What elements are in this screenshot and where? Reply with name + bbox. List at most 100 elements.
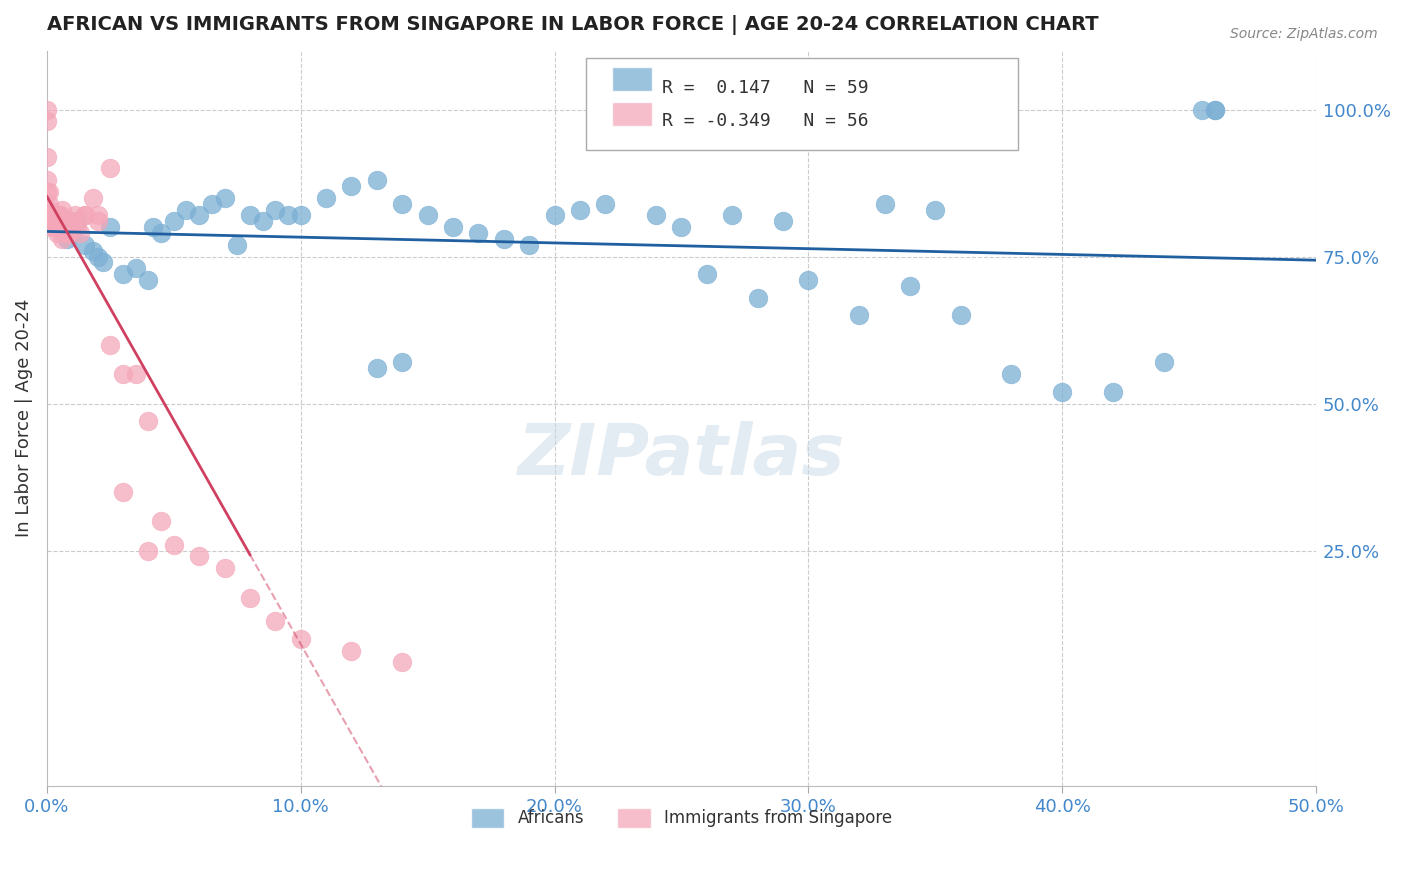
Point: [41, 214, 63, 228]
Point: [1204, 103, 1226, 117]
Point: [1204, 103, 1226, 117]
Point: [46, 220, 69, 235]
Point: [696, 267, 718, 281]
Point: [63, 209, 86, 223]
Point: [1153, 355, 1175, 369]
Point: [51, 202, 73, 217]
Point: [290, 632, 312, 646]
Point: [73, 209, 96, 223]
Point: [53, 220, 76, 235]
Point: [60, 214, 83, 228]
Point: [252, 214, 274, 228]
Point: [125, 261, 148, 276]
Point: [138, 273, 160, 287]
Point: [391, 656, 413, 670]
Point: [48, 209, 70, 223]
Point: [163, 538, 186, 552]
Point: [1000, 368, 1022, 382]
Point: [416, 209, 439, 223]
Point: [492, 232, 515, 246]
Point: [112, 368, 135, 382]
Point: [86, 250, 108, 264]
Text: R = -0.349   N = 56: R = -0.349 N = 56: [662, 112, 869, 130]
Point: [277, 209, 299, 223]
Point: [98, 220, 121, 235]
Point: [51, 220, 73, 235]
Point: [44, 220, 66, 235]
Point: [898, 279, 921, 293]
Point: [112, 267, 135, 281]
Point: [35, 103, 58, 117]
Point: [568, 202, 591, 217]
Point: [48, 209, 70, 223]
Point: [1191, 103, 1213, 117]
Point: [1050, 384, 1073, 399]
Point: [176, 202, 198, 217]
Point: [56, 226, 79, 240]
Point: [264, 614, 287, 628]
Point: [53, 226, 76, 240]
Point: [41, 209, 63, 223]
Point: [163, 214, 186, 228]
Point: [214, 561, 236, 575]
Point: [60, 220, 83, 235]
Point: [66, 214, 89, 228]
Point: [949, 309, 972, 323]
Point: [214, 191, 236, 205]
Point: [441, 220, 464, 235]
Point: [60, 220, 83, 235]
Point: [38, 185, 60, 199]
Point: [86, 214, 108, 228]
Y-axis label: In Labor Force | Age 20-24: In Labor Force | Age 20-24: [15, 299, 32, 538]
Point: [848, 309, 870, 323]
Point: [188, 549, 211, 564]
Point: [38, 196, 60, 211]
Point: [138, 543, 160, 558]
Point: [98, 338, 121, 352]
Point: [59, 226, 82, 240]
Point: [1102, 384, 1125, 399]
Point: [366, 173, 388, 187]
Point: [35, 150, 58, 164]
Point: [391, 355, 413, 369]
Point: [56, 232, 79, 246]
Point: [46, 226, 69, 240]
Point: [44, 209, 66, 223]
Point: [924, 202, 946, 217]
Point: [48, 214, 70, 228]
Text: R =  0.147   N = 59: R = 0.147 N = 59: [662, 78, 869, 96]
Point: [366, 361, 388, 376]
Point: [797, 273, 820, 287]
Point: [35, 173, 58, 187]
Point: [239, 591, 262, 605]
Point: [201, 196, 224, 211]
Point: [38, 202, 60, 217]
Point: [82, 191, 104, 205]
Point: [41, 220, 63, 235]
Point: [340, 643, 363, 657]
Point: [46, 209, 69, 223]
Point: [142, 220, 165, 235]
Point: [873, 196, 896, 211]
Point: [543, 209, 565, 223]
Point: [66, 220, 89, 235]
Point: [391, 196, 413, 211]
Point: [138, 414, 160, 428]
Point: [91, 255, 114, 269]
Text: ZIPatlas: ZIPatlas: [517, 420, 845, 490]
Point: [112, 484, 135, 499]
Point: [82, 244, 104, 258]
Point: [772, 214, 794, 228]
Point: [98, 161, 121, 176]
Point: [721, 209, 744, 223]
Point: [340, 179, 363, 194]
Point: [315, 191, 337, 205]
Point: [44, 214, 66, 228]
Point: [51, 232, 73, 246]
Point: [73, 209, 96, 223]
Point: [86, 209, 108, 223]
Point: [290, 209, 312, 223]
Point: [150, 514, 173, 528]
Text: AFRICAN VS IMMIGRANTS FROM SINGAPORE IN LABOR FORCE | AGE 20-24 CORRELATION CHAR: AFRICAN VS IMMIGRANTS FROM SINGAPORE IN …: [46, 15, 1098, 35]
Point: [69, 226, 91, 240]
